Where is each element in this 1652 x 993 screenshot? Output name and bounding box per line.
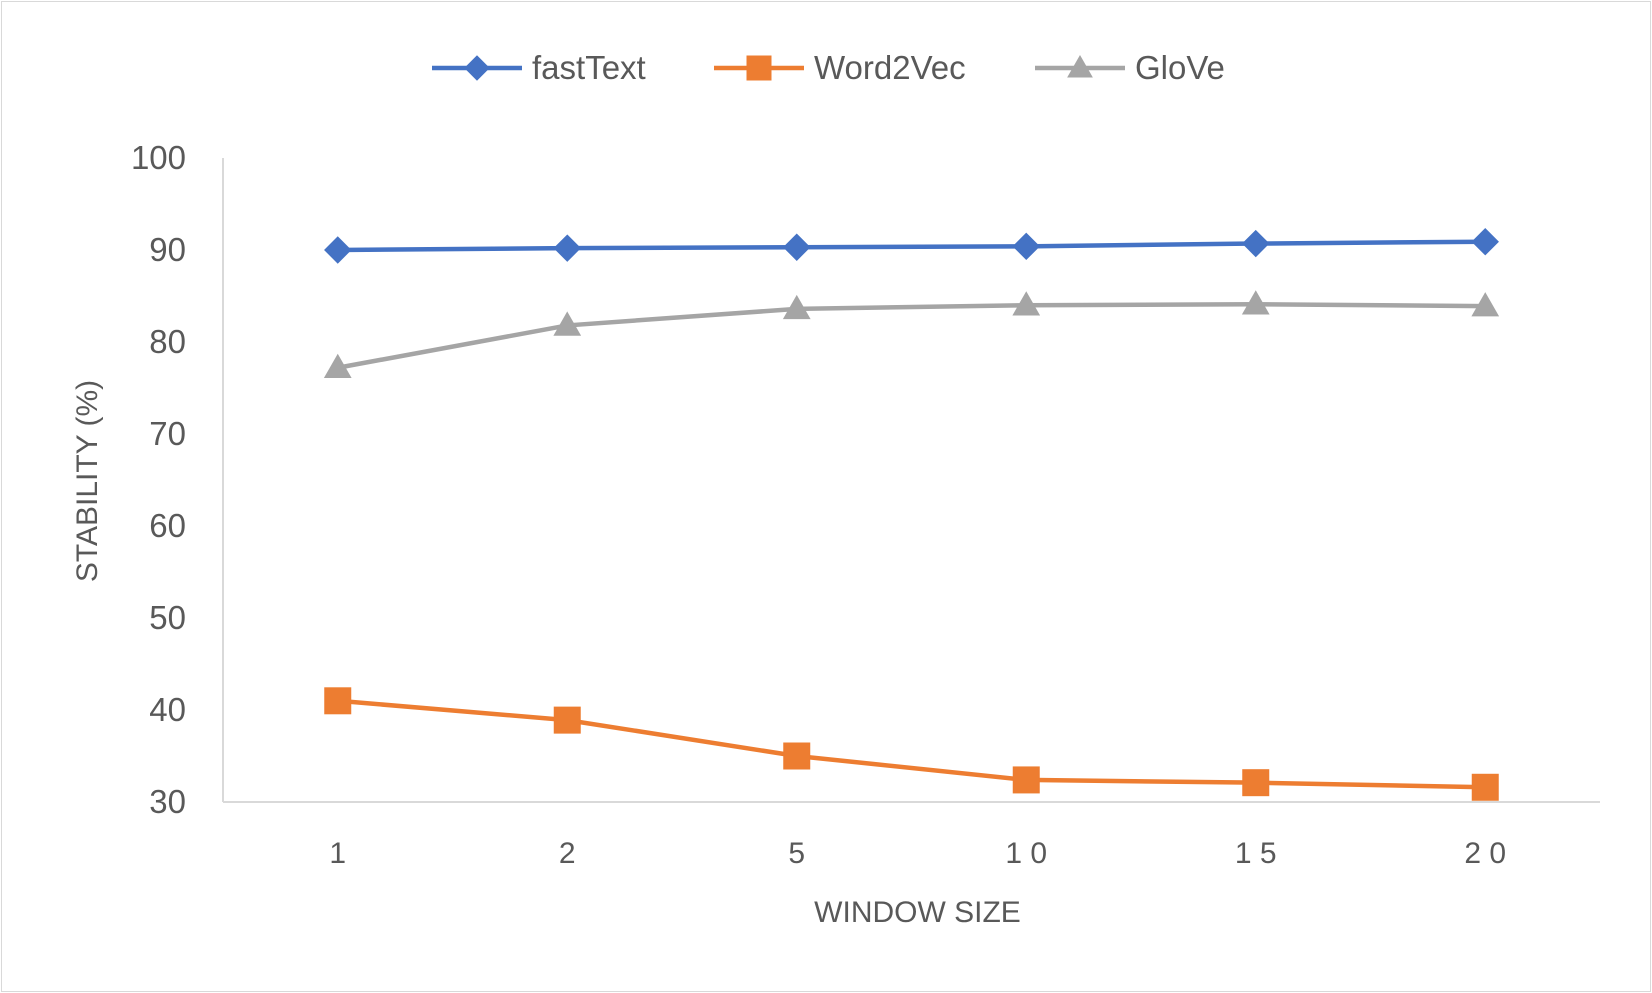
series-line-word2vec	[337, 698, 1486, 790]
legend: fastText Word2Vec GloVe	[432, 49, 1225, 86]
y-tick-label: 30	[149, 783, 186, 820]
legend-label-glove: GloVe	[1135, 49, 1225, 86]
x-tick-label: 2 0	[1464, 837, 1506, 870]
data-point-fasttext	[324, 236, 352, 264]
data-point-word2vec	[1471, 773, 1499, 801]
x-tick-label: 2	[559, 837, 576, 870]
y-tick-label: 100	[131, 139, 186, 176]
y-tick-label: 80	[149, 323, 186, 360]
y-tick-label: 50	[149, 599, 186, 636]
y-axis-label: STABILITY (%)	[71, 380, 104, 582]
data-point-fasttext	[1012, 232, 1040, 261]
series-line-glove	[337, 302, 1486, 370]
x-tick-labels: 1 2 5 1 0 1 5 2 0	[329, 837, 1506, 870]
data-point-glove	[1471, 292, 1500, 317]
data-point-glove	[1012, 291, 1041, 316]
data-point-glove	[323, 353, 352, 379]
y-tick-label: 70	[149, 415, 186, 452]
y-tick-label: 90	[149, 231, 186, 268]
x-tick-label: 1 5	[1235, 837, 1277, 870]
data-point-fasttext	[783, 233, 811, 261]
axes	[222, 158, 1600, 803]
x-axis-label: WINDOW SIZE	[814, 896, 1021, 929]
legend-item-glove: GloVe	[1035, 49, 1225, 86]
data-point-word2vec	[783, 742, 811, 770]
series-fasttext	[324, 228, 1499, 264]
series-line-fasttext	[337, 239, 1486, 253]
data-point-word2vec	[553, 706, 581, 734]
data-point-glove	[553, 311, 582, 336]
data-point-word2vec	[324, 687, 352, 715]
y-tick-labels: 30 40 50 60 70 80 90 100	[131, 139, 186, 820]
data-point-fasttext	[1471, 228, 1499, 256]
series-glove	[323, 290, 1500, 379]
series-word2vec	[324, 687, 1499, 801]
data-point-word2vec	[1012, 766, 1040, 794]
legend-label-fasttext: fastText	[532, 49, 646, 86]
x-tick-label: 5	[788, 837, 805, 870]
y-tick-label: 40	[149, 691, 186, 728]
x-tick-label: 1 0	[1005, 837, 1047, 870]
legend-marker-fasttext	[464, 55, 490, 81]
data-point-glove	[1241, 290, 1270, 315]
legend-item-fasttext: fastText	[432, 49, 646, 86]
legend-marker-word2vec	[746, 55, 772, 81]
data-point-glove	[782, 294, 811, 320]
data-point-word2vec	[1242, 769, 1270, 797]
y-tick-label: 60	[149, 507, 186, 544]
x-tick-label: 1	[329, 837, 346, 870]
legend-item-word2vec: Word2Vec	[714, 49, 966, 86]
legend-marker-glove	[1067, 54, 1093, 78]
series-layer	[323, 228, 1500, 801]
data-point-fasttext	[1242, 229, 1270, 258]
legend-label-word2vec: Word2Vec	[814, 49, 966, 86]
data-point-fasttext	[553, 234, 581, 262]
